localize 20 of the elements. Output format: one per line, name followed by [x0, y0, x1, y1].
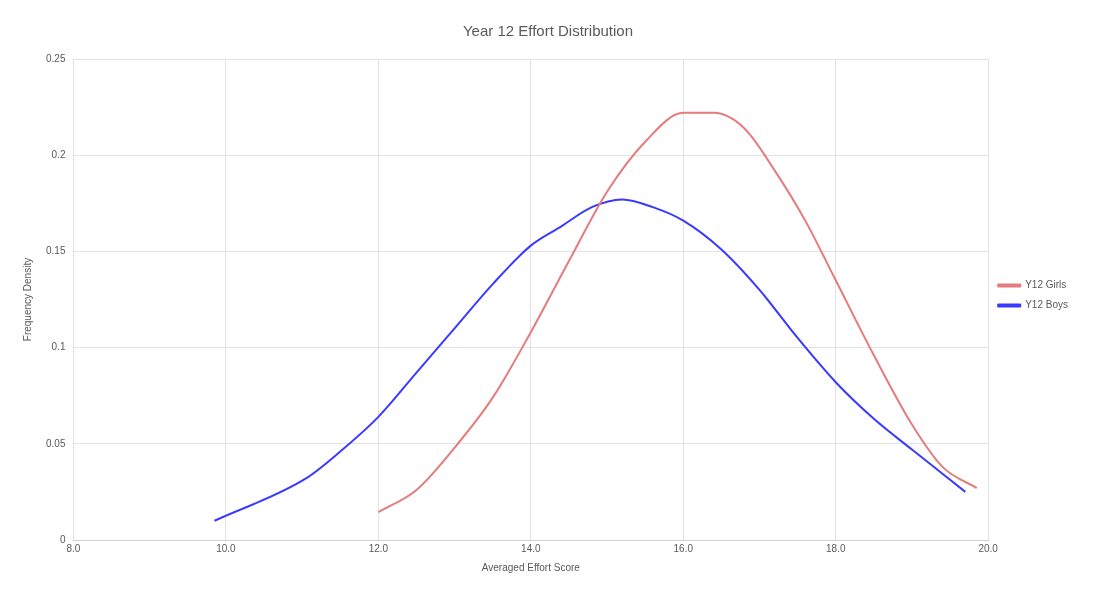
legend-label: Y12 Girls — [1025, 279, 1067, 291]
x-tick-label: 10.0 — [216, 542, 237, 554]
y-tick-label: 0.25 — [45, 52, 66, 64]
y-tick-label: 0.1 — [51, 341, 66, 353]
x-axis-title: Averaged Effort Score — [481, 561, 581, 573]
x-tick-label: 12.0 — [368, 542, 389, 554]
x-tick-label: 8.0 — [66, 542, 81, 554]
line-series — [377, 111, 978, 514]
x-tick-label: 18.0 — [826, 542, 846, 554]
x-tick-label: 16.0 — [673, 542, 694, 554]
y-axis-title: Frequency Density — [21, 257, 33, 342]
chart-title: Year 12 Effort Distribution — [462, 22, 634, 40]
y-tick-label: 0 — [59, 533, 66, 545]
y-tick-label: 0.05 — [45, 437, 66, 449]
line-series — [213, 198, 967, 522]
x-tick-label: 20.0 — [978, 542, 999, 554]
x-tick-label: 14.0 — [521, 542, 541, 554]
y-tick-label: 0.2 — [51, 148, 66, 160]
legend-label: Y12 Boys — [1025, 299, 1069, 311]
y-tick-label: 0.15 — [45, 245, 66, 257]
